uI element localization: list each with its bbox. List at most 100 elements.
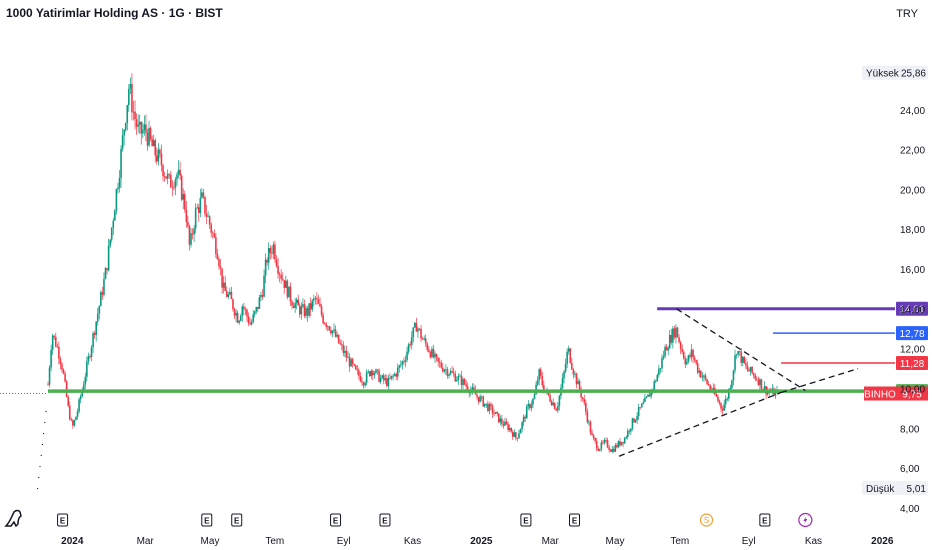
candle-body	[193, 228, 195, 235]
candle-body	[53, 335, 56, 337]
candle-body	[566, 351, 568, 364]
candle-body	[465, 384, 467, 387]
candle-body	[67, 396, 70, 406]
earnings-marker-label: E	[382, 517, 388, 526]
candle-body	[581, 397, 584, 400]
candle-body	[679, 342, 682, 349]
candle-body	[258, 297, 261, 309]
candle-body	[626, 430, 629, 438]
low-tag-value: 5,01	[907, 484, 927, 495]
candle-body	[319, 304, 321, 307]
candle-body	[354, 365, 357, 370]
candle-body	[525, 406, 528, 419]
trend-lines[interactable]	[618, 308, 859, 457]
candle-body	[732, 370, 735, 381]
candle-body	[180, 175, 183, 200]
candle-body	[376, 369, 379, 371]
time-axis[interactable]: 2024 Mar May Tem Eyl Kas 2025 Mar May Tem Eyl Kas 20…	[61, 536, 894, 547]
candle-body	[686, 361, 688, 365]
candle-body	[640, 403, 643, 408]
candle-body	[454, 373, 457, 382]
earnings-marker[interactable]	[231, 513, 243, 527]
tradingview-logo[interactable]	[4, 509, 22, 528]
trend-line[interactable]	[780, 368, 859, 394]
candle-body	[483, 403, 486, 407]
candle-body	[75, 416, 77, 421]
earnings-marker-label: E	[234, 517, 240, 526]
candle-body	[68, 405, 71, 420]
candle-body	[322, 314, 324, 323]
candle-body	[337, 334, 340, 344]
candle-body	[368, 371, 371, 376]
price-axis[interactable]: 4,00 6,00 8,00 10,00 12,00 14,00 16,00 18,00 20,…	[862, 65, 928, 515]
earnings-marker[interactable]	[520, 513, 532, 527]
trend-line[interactable]	[618, 391, 782, 457]
candle-body	[586, 411, 589, 423]
bolt-icon	[803, 516, 808, 524]
candle-body	[347, 356, 349, 358]
currency-label[interactable]: TRY	[896, 8, 918, 20]
candle-body	[617, 441, 620, 448]
level-price-tag	[896, 356, 928, 371]
candle-body	[415, 322, 418, 332]
earnings-marker[interactable]	[569, 513, 580, 527]
earnings-marker[interactable]	[379, 513, 391, 527]
candle-body	[306, 308, 309, 316]
dividend-marker[interactable]	[699, 513, 714, 527]
candle-body	[367, 371, 370, 373]
y-tick-label: 14,00	[900, 305, 925, 316]
earnings-marker[interactable]	[759, 513, 771, 527]
history-dot	[44, 421, 46, 424]
candle-body	[132, 111, 135, 113]
candle-body	[631, 418, 634, 429]
candle-body	[224, 282, 226, 291]
candle-body	[616, 445, 618, 448]
earnings-marker[interactable]	[201, 513, 213, 527]
candle-body	[672, 328, 674, 343]
candle-body	[61, 364, 63, 370]
candle-body	[76, 411, 79, 417]
candle-body	[622, 442, 624, 444]
candle-body	[414, 322, 416, 328]
candle-body	[418, 328, 421, 330]
candle-body	[645, 396, 648, 398]
dino-logo-icon[interactable]	[4, 509, 22, 528]
candle-body	[583, 399, 586, 403]
x-tick-label: Kas	[805, 536, 822, 547]
candle-body	[233, 309, 236, 316]
candle-body	[358, 370, 360, 376]
candle-body	[247, 316, 250, 324]
earnings-marker[interactable]	[330, 513, 342, 527]
candle-body	[400, 364, 402, 366]
candle-body	[257, 307, 259, 309]
candle-body	[499, 418, 502, 423]
candle-body	[96, 313, 99, 322]
candle-body	[746, 365, 749, 370]
candle-body	[386, 378, 388, 387]
candle-body	[253, 311, 256, 315]
candle-body	[476, 394, 478, 397]
candle-body	[263, 275, 265, 297]
trend-line[interactable]	[676, 308, 806, 392]
earnings-marker[interactable]	[57, 513, 69, 527]
level-price-label: 12,78	[899, 329, 924, 340]
candle-body	[420, 328, 422, 339]
candle-body	[58, 346, 60, 359]
candle-body	[168, 174, 171, 175]
candle-body	[124, 123, 127, 130]
candle-body	[87, 356, 90, 362]
candle-body	[485, 403, 488, 405]
candle-body	[166, 174, 169, 179]
candle-body	[501, 418, 503, 424]
candle-body	[658, 368, 660, 376]
candle-body	[72, 420, 74, 426]
candle-body	[165, 176, 167, 179]
high-tag-value: 25,86	[901, 69, 926, 80]
candle-body	[239, 315, 242, 321]
candle-body	[392, 375, 394, 377]
candle-body	[320, 306, 323, 315]
candle-body	[65, 381, 68, 397]
